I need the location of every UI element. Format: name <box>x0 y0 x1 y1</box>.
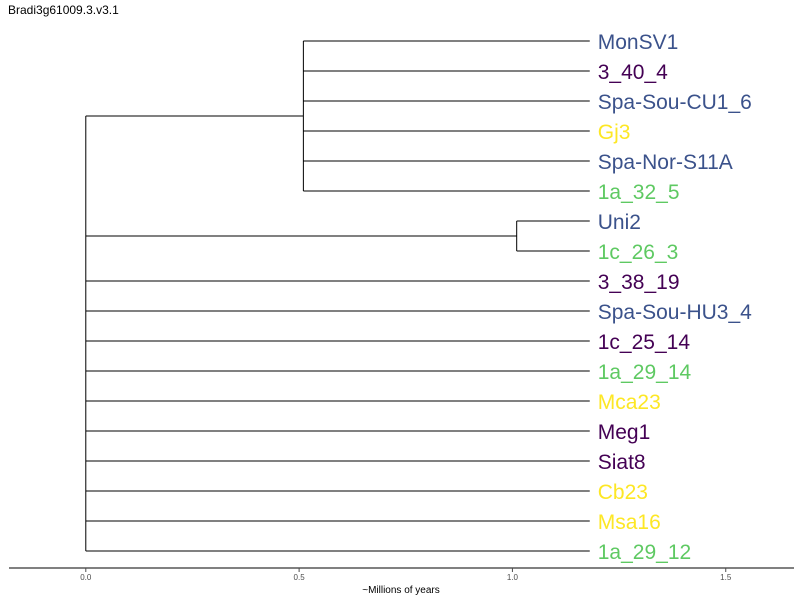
x-tick-label: 1.0 <box>507 573 519 582</box>
tip-label: 3_38_19 <box>598 271 680 294</box>
x-tick-label: 1.5 <box>720 573 732 582</box>
tip-label: 3_40_4 <box>598 61 668 84</box>
x-axis-ticks: 0.0 0.5 1.0 1.5 <box>80 568 732 582</box>
tip-label: Msa16 <box>598 511 661 534</box>
tip-label: 1c_26_3 <box>598 241 679 264</box>
x-tick-label: 0.5 <box>294 573 306 582</box>
tip-label: Spa-Sou-CU1_6 <box>598 91 752 114</box>
x-axis-title: ~Millions of years <box>362 585 440 596</box>
tip-label: 1a_32_5 <box>598 181 680 204</box>
tip-label: 1c_25_14 <box>598 331 691 354</box>
chart-title: Bradi3g61009.3.v3.1 <box>8 3 119 17</box>
tip-label: Siat8 <box>598 451 646 474</box>
x-axis: 0.0 0.5 1.0 1.5 ~Millions of years <box>9 567 794 596</box>
tree-branches <box>85 40 590 552</box>
tip-label: MonSV1 <box>598 31 679 54</box>
tip-label: Meg1 <box>598 421 651 444</box>
tip-label: 1a_29_12 <box>598 541 691 564</box>
tip-label: Spa-Nor-S11A <box>598 151 733 174</box>
tip-label: Gj3 <box>598 121 631 144</box>
tip-label: 1a_29_14 <box>598 361 692 384</box>
x-tick-label: 0.0 <box>80 573 92 582</box>
tip-labels: MonSV1 3_40_4 Spa-Sou-CU1_6 Gj3 Spa-Nor-S11A… <box>598 31 752 564</box>
tip-label: Uni2 <box>598 211 641 234</box>
tip-label: Cb23 <box>598 481 648 504</box>
tip-label: Mca23 <box>598 391 661 414</box>
tip-label: Spa-Sou-HU3_4 <box>598 301 752 324</box>
